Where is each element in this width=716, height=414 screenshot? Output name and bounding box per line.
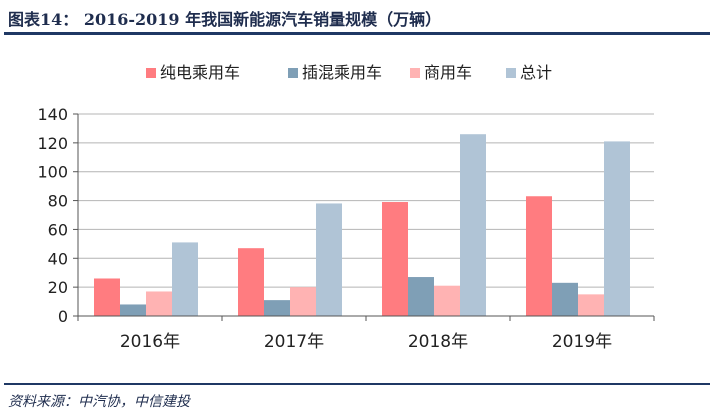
source-note: 资料来源：中汽协，中信建投 bbox=[8, 394, 190, 410]
bar bbox=[604, 141, 630, 316]
y-tick-label: 40 bbox=[48, 249, 68, 268]
legend-swatch bbox=[506, 68, 516, 78]
bar bbox=[578, 294, 604, 316]
bar bbox=[264, 300, 290, 316]
bar bbox=[526, 196, 552, 316]
bar bbox=[172, 242, 198, 316]
bar bbox=[120, 304, 146, 316]
bar bbox=[146, 291, 172, 316]
bar bbox=[434, 285, 460, 316]
legend-label: 商用车 bbox=[424, 63, 472, 82]
bar bbox=[382, 202, 408, 316]
x-tick-label: 2018年 bbox=[408, 332, 468, 352]
chart-legend: 纯电乘用车 插混乘用车 商用车 总计 bbox=[146, 63, 552, 82]
x-tick-label: 2016年 bbox=[120, 332, 180, 352]
bar bbox=[460, 134, 486, 316]
bar bbox=[238, 248, 264, 316]
title-rule bbox=[4, 32, 710, 35]
bar bbox=[94, 278, 120, 316]
y-tick-label: 60 bbox=[48, 220, 68, 239]
figure-header: 图表14： 2016-2019 年我国新能源汽车销量规模（万辆） bbox=[0, 0, 716, 35]
legend-swatch bbox=[146, 68, 156, 78]
bar bbox=[408, 277, 434, 316]
x-tick-label: 2017年 bbox=[264, 332, 324, 352]
chart-bars bbox=[94, 134, 630, 316]
bar bbox=[316, 203, 342, 316]
y-tick-label: 0 bbox=[58, 307, 68, 326]
y-tick-label: 120 bbox=[37, 134, 68, 153]
y-tick-label: 140 bbox=[37, 105, 68, 124]
bar bbox=[552, 282, 578, 316]
y-tick-label: 100 bbox=[37, 163, 68, 182]
legend-label: 插混乘用车 bbox=[302, 63, 382, 82]
legend-label: 总计 bbox=[520, 63, 552, 82]
x-tick-label: 2019年 bbox=[552, 332, 612, 352]
figure-title: 图表14： 2016-2019 年我国新能源汽车销量规模（万辆） bbox=[8, 10, 442, 29]
y-axis: 0 20 40 60 80 100 120 140 bbox=[37, 105, 79, 326]
legend-swatch bbox=[410, 68, 420, 78]
bar bbox=[290, 287, 316, 316]
legend-label: 纯电乘用车 bbox=[160, 63, 240, 82]
legend-swatch bbox=[288, 68, 298, 78]
y-tick-label: 80 bbox=[48, 192, 68, 211]
bar-chart: 纯电乘用车 插混乘用车 商用车 总计 0 20 40 60 80 100 120 140 2016年… bbox=[37, 63, 655, 352]
x-axis: 2016年 2017年 2018年 2019年 bbox=[77, 315, 655, 352]
footer-rule bbox=[4, 383, 710, 385]
y-tick-label: 20 bbox=[48, 278, 68, 297]
